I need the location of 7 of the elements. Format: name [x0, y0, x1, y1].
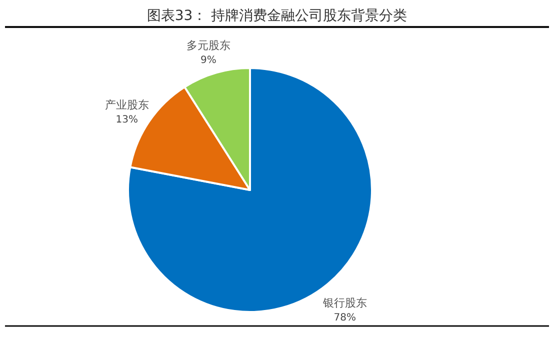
chart-title: 图表33： 持牌消费金融公司股东背景分类	[146, 8, 408, 24]
data-label: 13%	[116, 114, 138, 126]
data-label: 9%	[200, 55, 216, 66]
slice-label: 多元股东	[186, 39, 230, 52]
slice-label: 产业股东	[104, 98, 149, 112]
data-label: 78%	[334, 312, 356, 324]
slice-label: 银行股东	[322, 296, 367, 310]
